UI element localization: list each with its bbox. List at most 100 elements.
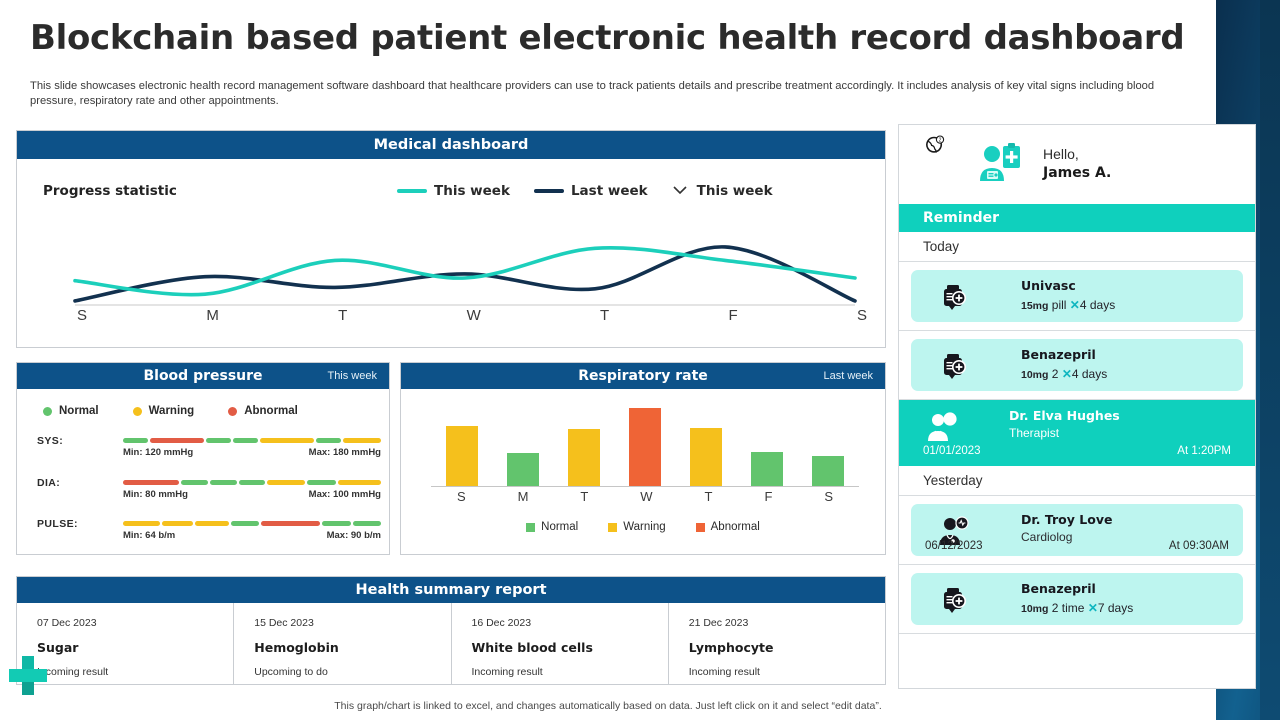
respiratory-bar-chart xyxy=(431,405,859,487)
appointment-time: At 09:30AM xyxy=(1168,540,1229,552)
appointment-date: 06/12/2023 xyxy=(925,540,983,552)
resp-legend-swatch-normal xyxy=(526,522,536,532)
reminder-row: Univasc 15mg pill ✕4 days xyxy=(899,262,1255,331)
multiply-icon: ✕ xyxy=(1087,601,1098,615)
respiratory-bar xyxy=(445,426,478,486)
respiratory-bars xyxy=(431,406,859,486)
bp-segment xyxy=(161,521,193,526)
bp-metric-pulse-max: Max: 90 b/m xyxy=(326,530,381,541)
respiratory-bar xyxy=(628,408,661,486)
decorative-right-band-inner xyxy=(1260,0,1280,720)
notification-count: 2 xyxy=(939,138,942,144)
x-tick-6: S xyxy=(856,307,867,324)
bp-legend-normal: Normal xyxy=(43,405,99,417)
medication-name: Univasc xyxy=(1021,278,1076,293)
medication-dose: 15mg xyxy=(1021,300,1049,312)
bp-metric-pulse-min: Min: 64 b/m xyxy=(123,530,176,541)
health-summary-title: Health summary report xyxy=(17,577,885,603)
health-summary-date: 21 Dec 2023 xyxy=(688,617,749,629)
medication-dosage: 10mg 2 ✕4 days xyxy=(1021,367,1107,381)
bp-segment xyxy=(181,480,208,485)
appointment-meta: 01/01/2023 At 1:20PM xyxy=(923,445,1231,457)
respiratory-x-tick: W xyxy=(640,489,653,504)
x-tick-2: T xyxy=(338,307,348,324)
medication-dose: 10mg xyxy=(1021,369,1049,381)
health-summary-cell[interactable]: 15 Dec 2023 Hemoglobin Upcoming to do xyxy=(234,603,452,685)
blood-pressure-title: Blood pressure This week xyxy=(17,363,389,389)
doctor-name: Dr. Elva Hughes xyxy=(1009,408,1120,423)
respiratory-bar xyxy=(751,451,784,486)
medical-dashboard-title: Medical dashboard xyxy=(17,131,885,159)
footer-note: This graph/chart is linked to excel, and… xyxy=(334,700,882,712)
medication-name: Benazepril xyxy=(1021,581,1096,596)
reminder-header: Reminder xyxy=(899,204,1255,232)
pill-bottle-icon xyxy=(937,584,969,616)
bp-legend-abnormal: Abnormal xyxy=(228,405,298,417)
medication-card[interactable]: Univasc 15mg pill ✕4 days xyxy=(911,270,1243,322)
bp-segment xyxy=(338,480,381,485)
bp-segment xyxy=(315,438,341,443)
medication-card[interactable]: Benazepril 10mg 2 time ✕7 days xyxy=(911,573,1243,625)
resp-legend-normal: Normal xyxy=(526,521,578,533)
resp-legend-abnormal: Abnormal xyxy=(695,521,760,533)
greeting-text: Hello, xyxy=(1043,146,1079,162)
bp-segment xyxy=(342,438,381,443)
health-summary-date: 07 Dec 2023 xyxy=(37,617,97,629)
legend-item-last-week: Last week xyxy=(533,183,648,199)
legend-item-this-week: This week xyxy=(397,183,510,199)
medication-dosage: 10mg 2 time ✕7 days xyxy=(1021,601,1133,615)
medication-duration: 4 days xyxy=(1071,367,1108,381)
resp-legend-swatch-abnormal xyxy=(695,522,705,532)
medical-dashboard-panel: Medical dashboard Progress statistic Thi… xyxy=(16,130,886,348)
appointment-card[interactable]: Dr. Troy Love Cardiolog 06/12/2023 At 09:30… xyxy=(911,504,1243,556)
doctor-icon xyxy=(937,515,969,547)
bp-segment xyxy=(306,480,337,485)
bp-metric-dia-min: Min: 80 mmHg xyxy=(123,489,188,500)
health-summary-date: 16 Dec 2023 xyxy=(471,617,532,629)
health-summary-cell[interactable]: 21 Dec 2023 Lymphocyte Incoming result xyxy=(669,603,885,685)
bp-metric-sys-min: Min: 120 mmHg xyxy=(123,447,194,458)
bp-legend-dot-normal xyxy=(43,406,52,416)
medication-detail: 2 time xyxy=(1051,601,1085,615)
resp-legend-label-abnormal: Abnormal xyxy=(710,521,760,533)
respiratory-x-tick: S xyxy=(824,489,834,504)
respiratory-legend: Normal Warning Abnormal xyxy=(401,521,885,533)
bp-segment xyxy=(267,480,305,485)
respiratory-x-tick: M xyxy=(517,489,529,504)
bp-segment xyxy=(322,521,351,526)
multiply-icon: ✕ xyxy=(1069,298,1080,312)
bp-segment xyxy=(123,438,149,443)
respiratory-bar xyxy=(567,429,600,486)
bp-metric-pulse-label: PULSE: xyxy=(37,518,78,530)
resp-legend-swatch-warning xyxy=(608,522,618,532)
medication-name: Benazepril xyxy=(1021,347,1096,362)
bp-segment xyxy=(123,521,160,526)
health-summary-date: 15 Dec 2023 xyxy=(254,617,314,629)
line-chart-legend: This week Last week This week xyxy=(397,183,773,199)
pill-bottle-icon xyxy=(937,350,969,382)
appointment-card[interactable]: Dr. Elva Hughes Therapist 01/01/2023 At 1:2… xyxy=(899,400,1255,466)
respiratory-rate-title: Respiratory rate Last week xyxy=(401,363,885,389)
bp-metric-pulse-range: Min: 64 b/m Max: 90 b/m xyxy=(123,530,381,541)
reminder-row: Benazepril 10mg 2 time ✕7 days xyxy=(899,565,1255,634)
health-summary-cell[interactable]: 16 Dec 2023 White blood cells Incoming res… xyxy=(452,603,669,685)
health-summary-cell[interactable]: 07 Dec 2023 Sugar Incoming result xyxy=(17,603,235,685)
progress-statistic-label: Progress statistic xyxy=(43,183,177,199)
respiratory-range-tag[interactable]: Last week xyxy=(823,370,873,382)
doctor-name: Dr. Troy Love xyxy=(1021,512,1113,527)
doctor-role: Cardiolog xyxy=(1021,530,1073,544)
respiratory-bar xyxy=(506,453,539,486)
bp-metric-sys-bar xyxy=(123,438,381,443)
notification-bell-icon[interactable]: 2 xyxy=(923,135,945,157)
health-summary-status: Incoming result xyxy=(37,666,109,678)
doctor-icon xyxy=(925,411,957,443)
medication-card[interactable]: Benazepril 10mg 2 ✕4 days xyxy=(911,339,1243,391)
blood-pressure-range-tag[interactable]: This week xyxy=(327,370,377,382)
bp-legend-label-abnormal: Abnormal xyxy=(244,405,298,417)
health-summary-name: Lymphocyte xyxy=(688,640,774,655)
bp-segment xyxy=(150,438,204,443)
period-dropdown[interactable]: This week xyxy=(672,183,773,199)
bp-segment xyxy=(194,521,229,526)
respiratory-axis-line xyxy=(431,486,859,487)
respiratory-bar xyxy=(690,427,723,486)
